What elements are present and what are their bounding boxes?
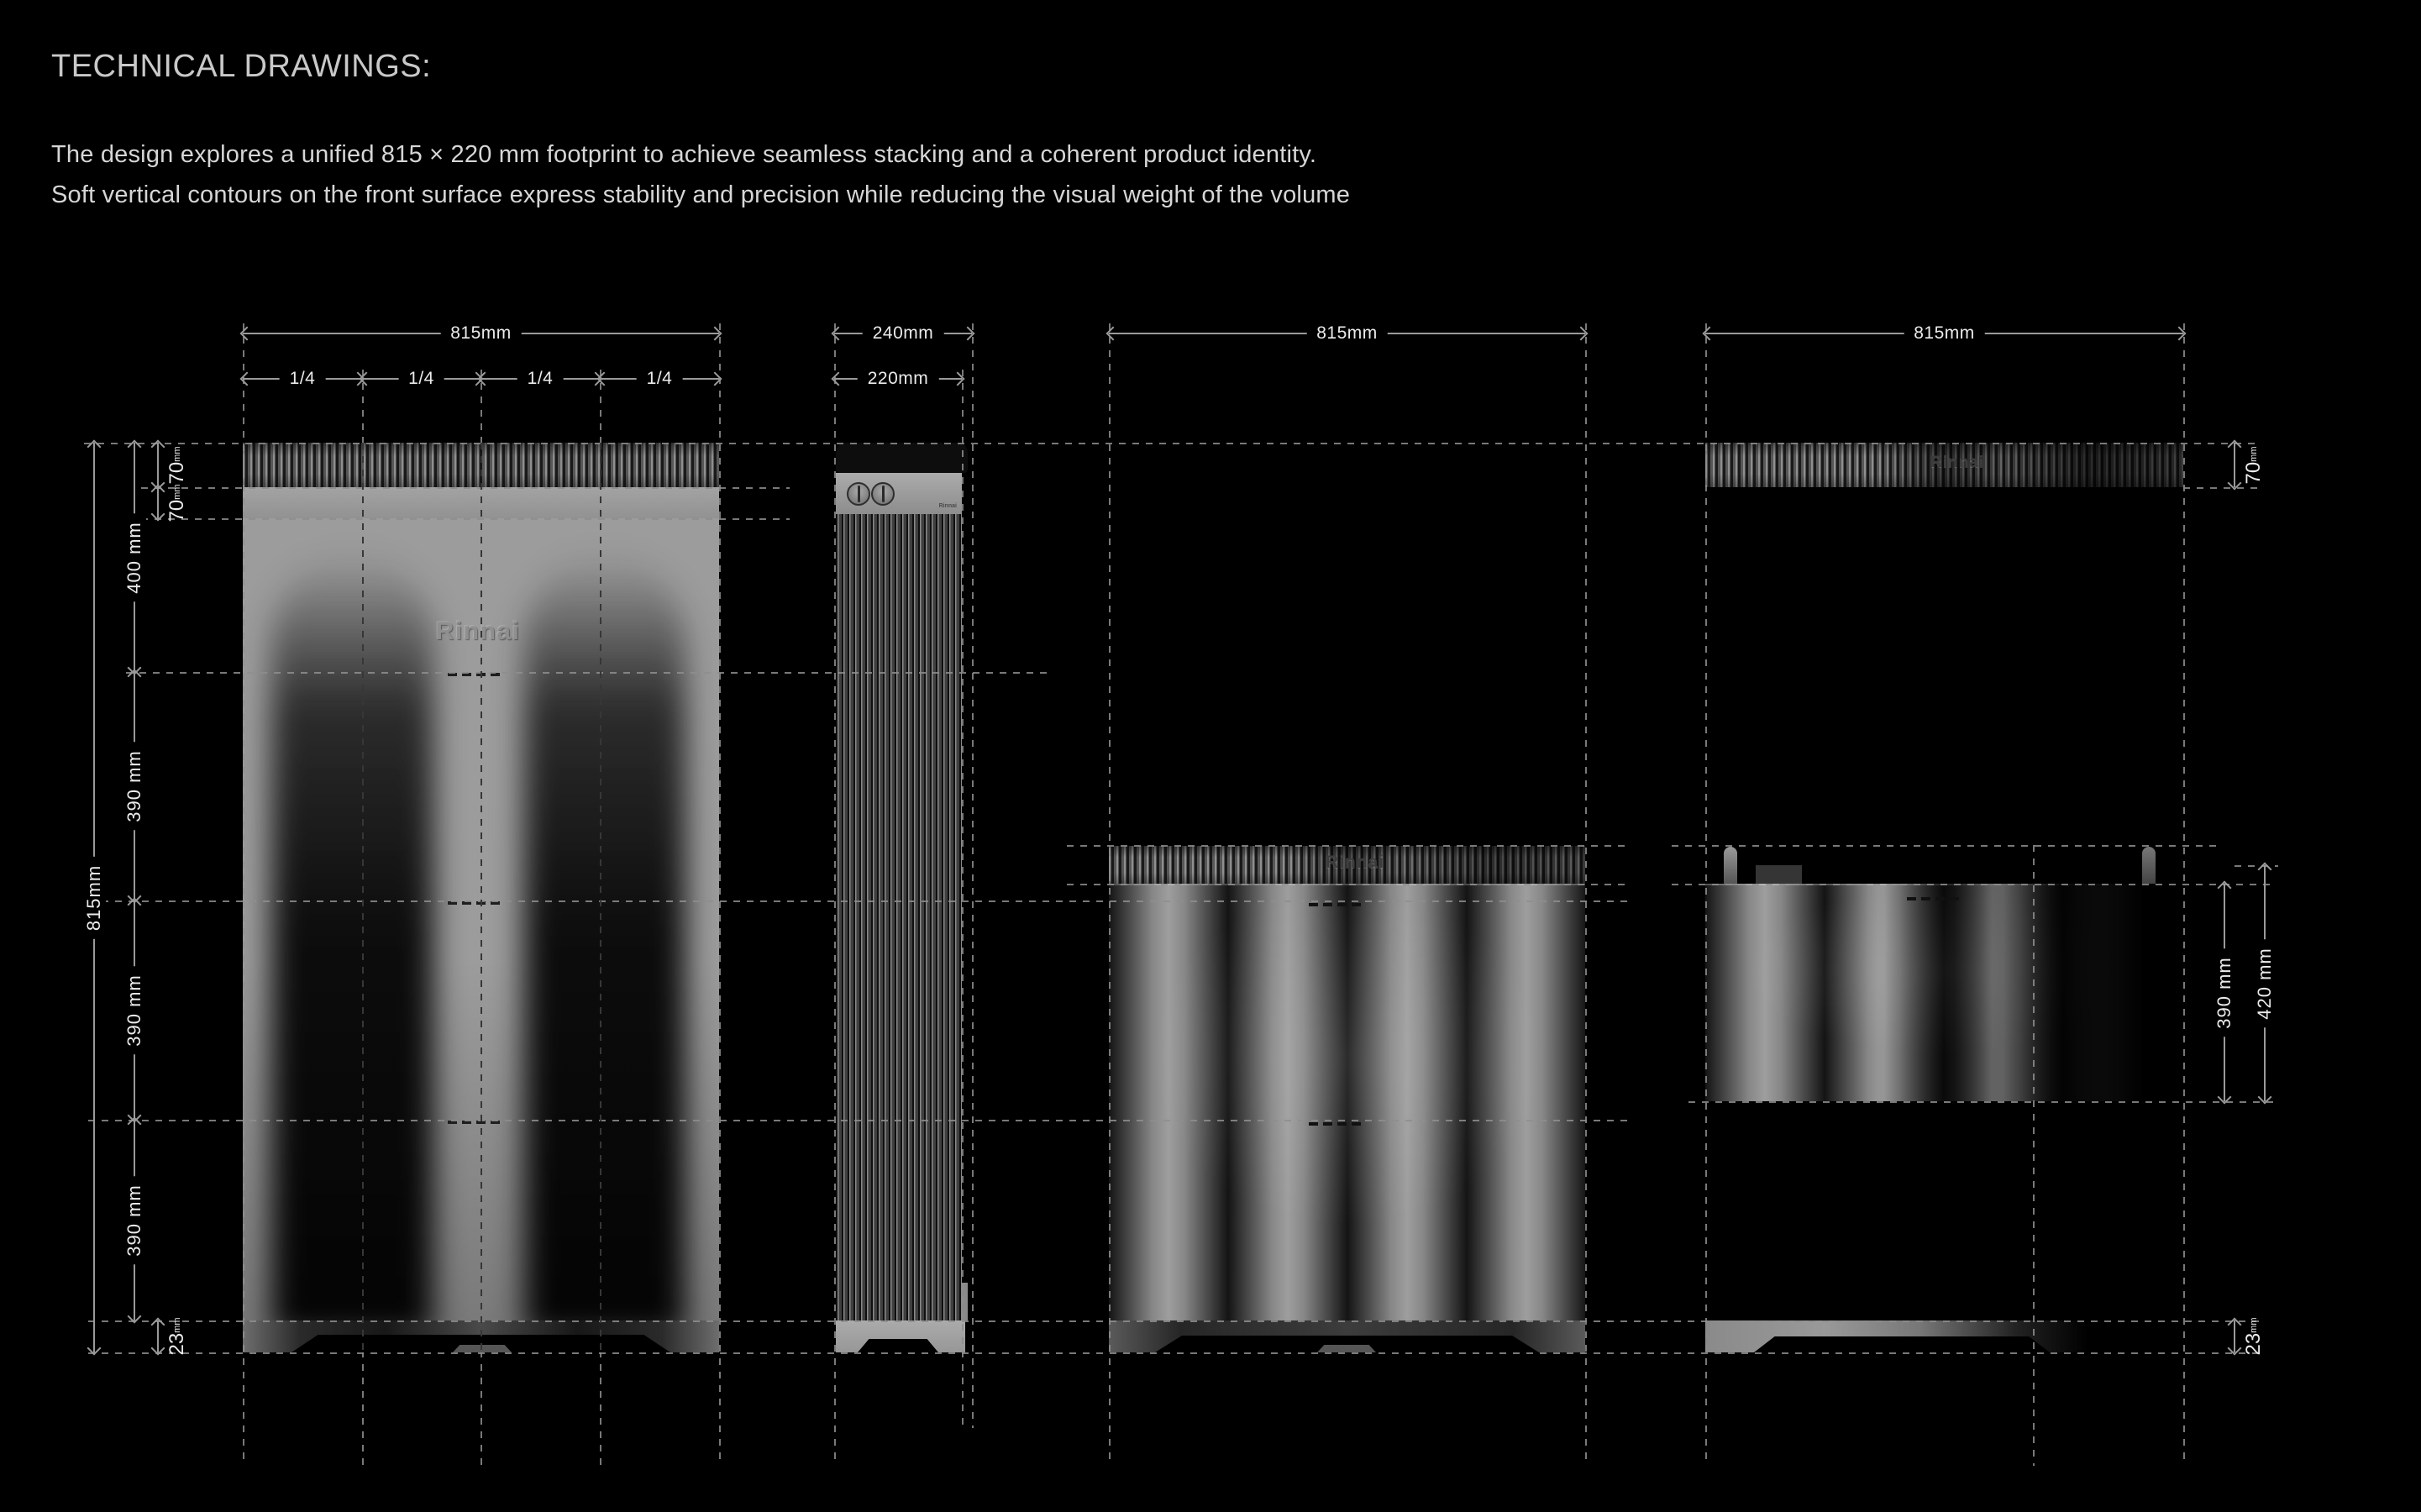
- back-panel-shading: [1705, 884, 2183, 1101]
- back-vent-tick: [1907, 897, 1961, 900]
- side-base-cutout: [858, 1339, 938, 1352]
- dim-low-width-label: 815mm: [1306, 322, 1388, 345]
- dim-cap-70-1-label: 70mm: [165, 445, 188, 485]
- description-line-1: The design explores a unified 815 × 220 …: [51, 141, 1317, 168]
- dim-quarter-1-label: 1/4: [279, 367, 326, 391]
- dim-side-body-depth-label: 220mm: [857, 367, 939, 391]
- guide-h-base-bottom: [88, 1352, 2260, 1354]
- control-knob-1: [847, 482, 870, 506]
- back-pipe-left: [1724, 847, 1737, 884]
- front-center-foot: [453, 1345, 512, 1352]
- dim-quarter-4-label: 1/4: [636, 367, 683, 391]
- back-bracket: [1756, 865, 1802, 884]
- low-vent-tick-1: [1309, 903, 1363, 906]
- front-vent-tick-2: [448, 901, 502, 905]
- back-panel: [1705, 884, 2183, 1101]
- front-vent-tick-1: [448, 673, 502, 676]
- brand-logo-side: Rinnai: [938, 503, 957, 509]
- low-strip-shading: [1109, 846, 1585, 884]
- dim-side-depth-label: 240mm: [862, 322, 944, 345]
- brand-logo-low: Rinnai: [1325, 853, 1385, 872]
- dim-seg-390-1-label: 390 mm: [123, 742, 146, 831]
- guide-v-low-right: [1585, 323, 1587, 1466]
- guide-v-front-right: [719, 323, 721, 1466]
- guide-v-q3-dark: [600, 443, 601, 1352]
- brand-logo-back: Rinnai: [1930, 454, 1985, 471]
- side-rear-spacer: [962, 1283, 968, 1320]
- low-base-strip: [1109, 1320, 1585, 1352]
- low-profile-view: Rinnai: [1109, 846, 1585, 1352]
- dim-seg-390-2-label: 390 mm: [123, 965, 146, 1055]
- back-base-strip: [1705, 1320, 2183, 1352]
- page-title: TECHNICAL DRAWINGS:: [51, 49, 432, 84]
- side-top-cap: [836, 443, 968, 473]
- guide-h-cap1-right: [2183, 487, 2261, 489]
- back-view: Rinnai: [1705, 443, 2183, 1352]
- dim-base-23-right-label: 23mm: [2242, 1317, 2265, 1356]
- dim-right-panel-420-label: 420 mm: [2253, 938, 2277, 1028]
- dim-right-panel-390-label: 390 mm: [2213, 948, 2236, 1037]
- low-base-cutout: [1155, 1336, 1539, 1352]
- back-pipe-right: [2142, 847, 2156, 884]
- dim-total-height-label: 815mm: [82, 856, 106, 939]
- guide-h-420-anchor: [2235, 865, 2278, 867]
- back-base-cutout: [1754, 1336, 2050, 1352]
- dim-quarter-3-label: 1/4: [517, 367, 564, 391]
- dim-seg-400-label: 400 mm: [123, 512, 146, 602]
- front-contour-shadow-right: [523, 554, 686, 1320]
- guide-v-back-right: [2183, 323, 2185, 1466]
- guide-v-q2-dark: [481, 443, 482, 1352]
- guide-v-side-240: [972, 323, 974, 1428]
- dim-front-width-label: 815mm: [440, 322, 522, 345]
- description-line-2: Soft vertical contours on the front surf…: [51, 181, 1351, 208]
- back-strip-shading: [1705, 443, 2183, 487]
- dim-back-width-label: 815mm: [1904, 322, 1985, 345]
- side-base: [836, 1320, 965, 1352]
- dim-base-23-left-label: 23mm: [165, 1317, 188, 1356]
- brand-logo-front: Rinnai: [435, 617, 521, 645]
- guide-v-q1-dark: [362, 443, 364, 1352]
- side-view: Rinnai: [836, 443, 972, 1352]
- dim-quarter-2-label: 1/4: [398, 367, 444, 391]
- side-control-panel: Rinnai: [836, 473, 962, 514]
- dim-cap-70-right-label: 70mm: [2242, 445, 2265, 485]
- dim-seg-390-3-label: 390 mm: [123, 1175, 146, 1265]
- front-contour-shadow-left: [271, 554, 433, 1320]
- side-fins: [836, 514, 962, 1320]
- dim-cap-70-2-label: 70mm: [165, 483, 188, 522]
- low-body: [1109, 884, 1585, 1320]
- control-knob-2: [871, 482, 895, 506]
- low-center-foot: [1317, 1345, 1376, 1352]
- low-vent-tick-2: [1309, 1122, 1363, 1126]
- front-vent-tick-3: [448, 1121, 502, 1124]
